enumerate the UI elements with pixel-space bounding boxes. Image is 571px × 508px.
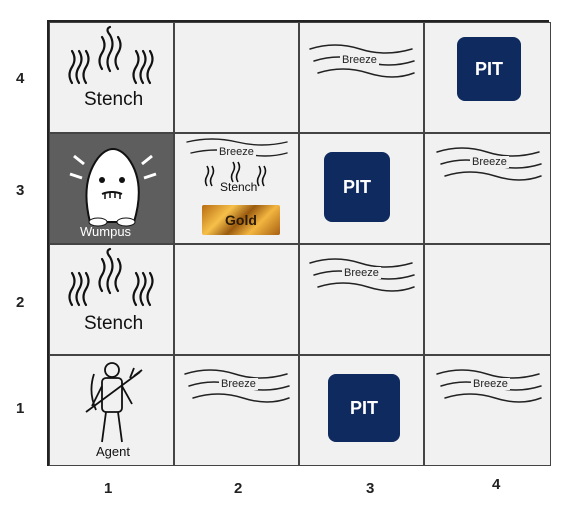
stench-label: Stench <box>220 180 258 194</box>
row-label-1: 1 <box>16 400 25 417</box>
cell-2-3: Breeze Stench Gold <box>174 133 299 244</box>
breeze-label: Breeze <box>342 267 381 279</box>
cell-3-4: Breeze <box>299 22 424 133</box>
pit-marker: PIT <box>328 374 400 442</box>
cell-1-2: Stench <box>49 244 174 355</box>
stench-label: Stench <box>84 89 144 110</box>
pit-marker: PIT <box>324 152 390 222</box>
cell-3-1: PIT <box>299 355 424 466</box>
pit-marker: PIT <box>457 37 521 101</box>
breeze-label: Breeze <box>217 146 256 158</box>
cell-4-2 <box>424 244 551 355</box>
stench-waves-icon <box>204 161 267 187</box>
col-label-4: 4 <box>492 476 501 493</box>
cell-2-2 <box>174 244 299 355</box>
wumpus-world-grid: Stench Breeze PIT Wumpus Breeze <box>47 20 551 466</box>
cell-2-1: Breeze <box>174 355 299 466</box>
row-label-2: 2 <box>16 294 25 311</box>
col-label-3: 3 <box>366 480 375 497</box>
breeze-label: Breeze <box>471 378 510 390</box>
cell-2-4 <box>174 22 299 133</box>
cell-4-4: PIT <box>424 22 551 133</box>
agent-label: Agent <box>96 444 130 459</box>
cell-4-3: Breeze <box>424 133 551 244</box>
cell-3-3: PIT <box>299 133 424 244</box>
breeze-label: Breeze <box>340 54 379 66</box>
cell-1-3-wumpus: Wumpus <box>49 133 174 244</box>
col-label-1: 1 <box>104 480 113 497</box>
cell-1-1: Agent <box>49 355 174 466</box>
breeze-label: Breeze <box>470 156 509 168</box>
row-label-4: 4 <box>16 70 25 87</box>
stench-label: Stench <box>84 313 144 334</box>
stench-waves-icon <box>68 247 154 307</box>
wumpus-label: Wumpus <box>80 224 132 239</box>
cell-3-2: Breeze <box>299 244 424 355</box>
gold-treasure: Gold <box>202 205 280 235</box>
stench-waves-icon <box>68 25 154 85</box>
breeze-label: Breeze <box>219 378 258 390</box>
col-label-2: 2 <box>234 480 243 497</box>
cell-4-1: Breeze <box>424 355 551 466</box>
wumpus-monster-icon <box>69 148 157 227</box>
cell-1-4: Stench <box>49 22 174 133</box>
agent-figure-icon <box>85 362 143 443</box>
row-label-3: 3 <box>16 182 25 199</box>
